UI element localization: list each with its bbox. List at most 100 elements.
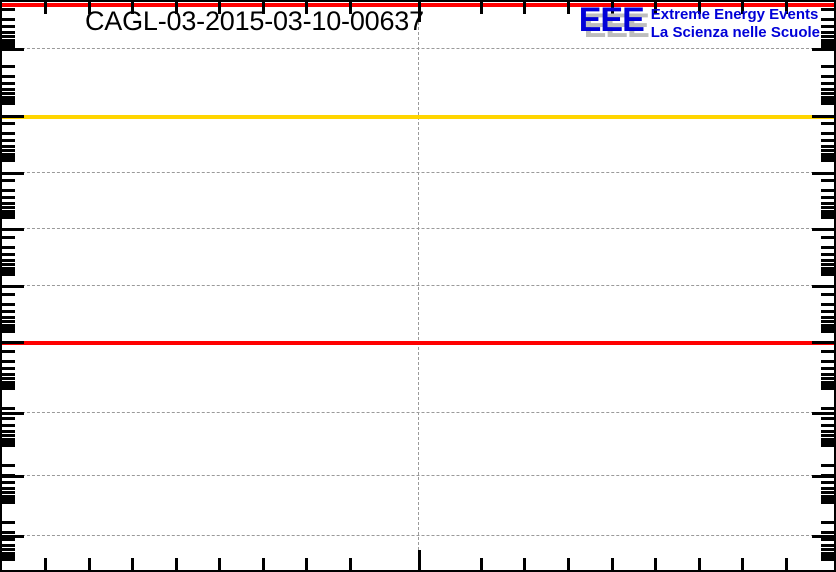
y-tick-minor-right bbox=[821, 92, 834, 95]
y-tick-minor-left bbox=[2, 153, 15, 156]
y-tick-minor-right bbox=[821, 424, 834, 427]
y-tick-minor-right bbox=[821, 179, 834, 182]
y-tick-minor-right bbox=[821, 501, 834, 504]
y-tick-minor-left bbox=[2, 501, 15, 504]
x-tick-minor-top bbox=[611, 2, 614, 14]
y-tick-minor-left bbox=[2, 320, 15, 323]
eee-logo-shadow: EEE bbox=[583, 7, 650, 45]
y-tick-minor-left bbox=[2, 377, 15, 380]
gridline-vertical bbox=[418, 2, 419, 570]
x-tick-minor-bottom bbox=[305, 558, 308, 570]
y-tick-minor-left bbox=[2, 544, 15, 547]
y-tick-minor-right bbox=[821, 35, 834, 38]
y-tick-minor-left bbox=[2, 464, 15, 467]
y-tick-minor-left bbox=[2, 25, 15, 28]
y-tick-minor-right bbox=[821, 377, 834, 380]
y-tick-minor-left bbox=[2, 552, 15, 555]
x-tick-minor-top bbox=[88, 2, 91, 14]
y-tick-minor-right bbox=[821, 206, 834, 209]
y-tick-minor-right bbox=[821, 273, 834, 276]
y-tick-minor-left bbox=[2, 444, 15, 447]
eee-logo: EEE EEE Extreme Energy Events La Scienza… bbox=[578, 1, 820, 43]
y-tick-minor-right bbox=[821, 156, 834, 159]
y-tick-minor-left bbox=[2, 213, 15, 216]
y-tick-minor-right bbox=[821, 236, 834, 239]
y-tick-minor-right bbox=[821, 102, 834, 105]
eee-logo-foreground: EEE bbox=[578, 1, 645, 39]
y-tick-minor-right bbox=[821, 558, 834, 561]
y-tick-minor-right bbox=[821, 246, 834, 249]
y-tick-minor-right bbox=[821, 122, 834, 125]
y-tick-minor-left bbox=[2, 102, 15, 105]
x-tick-minor-top bbox=[175, 2, 178, 14]
threshold-line-yellow bbox=[2, 115, 834, 119]
y-tick-minor-left bbox=[2, 330, 15, 333]
y-tick-minor-right bbox=[821, 96, 834, 99]
y-tick-minor-right bbox=[821, 253, 834, 256]
y-tick-minor-right bbox=[821, 381, 834, 384]
y-tick-minor-left bbox=[2, 481, 15, 484]
y-tick-minor-right bbox=[821, 270, 834, 273]
x-tick-minor-bottom bbox=[349, 558, 352, 570]
y-tick-minor-right bbox=[821, 350, 834, 353]
y-tick-major-right bbox=[812, 172, 834, 175]
y-tick-minor-left bbox=[2, 270, 15, 273]
y-tick-minor-right bbox=[821, 324, 834, 327]
y-tick-minor-left bbox=[2, 8, 15, 11]
y-tick-minor-right bbox=[821, 407, 834, 410]
y-tick-minor-right bbox=[821, 213, 834, 216]
x-tick-minor-bottom bbox=[262, 558, 265, 570]
y-tick-major-left bbox=[2, 48, 24, 51]
y-tick-minor-left bbox=[2, 498, 15, 501]
y-tick-major-left bbox=[2, 115, 24, 118]
y-tick-minor-right bbox=[821, 267, 834, 270]
y-tick-minor-left bbox=[2, 381, 15, 384]
y-tick-minor-left bbox=[2, 324, 15, 327]
y-tick-minor-right bbox=[821, 259, 834, 262]
y-tick-minor-left bbox=[2, 474, 15, 477]
y-tick-minor-left bbox=[2, 350, 15, 353]
eee-logo-mark: EEE EEE bbox=[578, 1, 650, 43]
x-tick-minor-top bbox=[305, 2, 308, 14]
y-tick-minor-left bbox=[2, 327, 15, 330]
y-tick-minor-right bbox=[821, 216, 834, 219]
y-tick-minor-right bbox=[821, 555, 834, 558]
y-tick-minor-left bbox=[2, 263, 15, 266]
y-tick-minor-left bbox=[2, 31, 15, 34]
x-tick-minor-top bbox=[785, 2, 788, 14]
x-tick-minor-top bbox=[44, 2, 47, 14]
y-tick-minor-left bbox=[2, 216, 15, 219]
y-tick-minor-right bbox=[821, 384, 834, 387]
y-tick-minor-right bbox=[821, 373, 834, 376]
x-tick-minor-bottom bbox=[567, 558, 570, 570]
y-tick-minor-right bbox=[821, 42, 834, 45]
y-tick-minor-left bbox=[2, 273, 15, 276]
eee-logo-line-1: Extreme Energy Events bbox=[650, 6, 819, 23]
x-tick-minor-bottom bbox=[654, 558, 657, 570]
y-tick-minor-left bbox=[2, 156, 15, 159]
y-tick-minor-left bbox=[2, 18, 15, 21]
y-tick-major-right bbox=[812, 412, 834, 415]
y-tick-minor-right bbox=[821, 330, 834, 333]
y-tick-minor-right bbox=[821, 552, 834, 555]
y-tick-major-left bbox=[2, 172, 24, 175]
y-tick-major-right bbox=[812, 285, 834, 288]
y-tick-minor-left bbox=[2, 373, 15, 376]
y-tick-minor-left bbox=[2, 548, 15, 551]
x-tick-minor-bottom bbox=[785, 558, 788, 570]
y-tick-minor-left bbox=[2, 555, 15, 558]
y-tick-minor-left bbox=[2, 387, 15, 390]
y-tick-minor-right bbox=[821, 417, 834, 420]
y-tick-minor-left bbox=[2, 430, 15, 433]
y-tick-minor-right bbox=[821, 75, 834, 78]
y-tick-minor-left bbox=[2, 538, 15, 541]
y-tick-minor-left bbox=[2, 531, 15, 534]
y-tick-minor-right bbox=[821, 159, 834, 162]
eee-logo-line-2: La Scienza nelle Scuole bbox=[650, 24, 820, 41]
y-tick-minor-left bbox=[2, 407, 15, 410]
y-tick-minor-right bbox=[821, 39, 834, 42]
y-tick-minor-right bbox=[821, 538, 834, 541]
x-tick-minor-bottom bbox=[480, 558, 483, 570]
y-tick-major-left bbox=[2, 412, 24, 415]
